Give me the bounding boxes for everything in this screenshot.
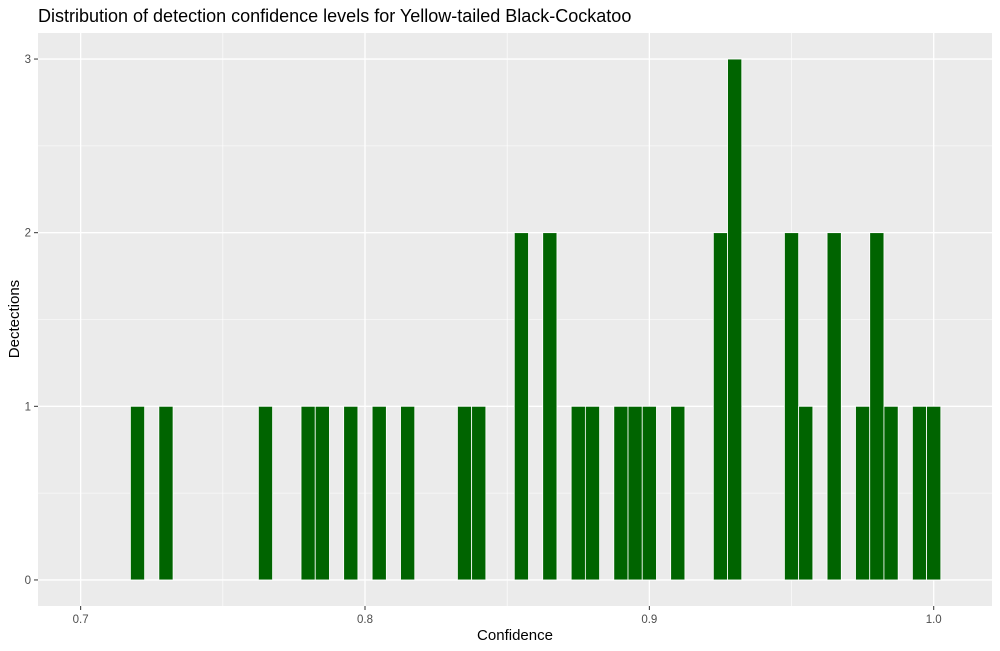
- bar: [300, 405, 316, 581]
- bar: [158, 405, 174, 581]
- bar: [314, 405, 330, 581]
- bar: [343, 405, 359, 581]
- y-tick-label: 2: [25, 228, 31, 240]
- bar: [627, 405, 643, 581]
- bar: [371, 405, 387, 581]
- bar: [869, 232, 885, 581]
- bar: [542, 232, 558, 581]
- y-axis-title: Dectections: [6, 280, 23, 358]
- bar: [727, 58, 743, 581]
- bar: [400, 405, 416, 581]
- y-tick-label: 3: [25, 54, 31, 66]
- x-tick-label: 0.7: [73, 614, 89, 626]
- x-tick-label: 0.9: [641, 614, 657, 626]
- bar: [798, 405, 814, 581]
- bars: [130, 58, 942, 581]
- y-tick-label: 0: [25, 575, 31, 587]
- bar: [584, 405, 600, 581]
- bar: [641, 405, 657, 581]
- bar: [457, 405, 473, 581]
- bar: [670, 405, 686, 581]
- bar: [130, 405, 146, 581]
- bar: [855, 405, 871, 581]
- bar: [911, 405, 927, 581]
- bar: [570, 405, 586, 581]
- bar: [471, 405, 487, 581]
- bar: [784, 232, 800, 581]
- bar: [926, 405, 942, 581]
- bar: [883, 405, 899, 581]
- bar: [826, 232, 842, 581]
- bar: [513, 232, 529, 581]
- bar: [712, 232, 728, 581]
- chart-title: Distribution of detection confidence lev…: [38, 6, 631, 26]
- bar: [257, 405, 273, 581]
- x-tick-label: 1.0: [926, 614, 942, 626]
- bar: [613, 405, 629, 581]
- y-tick-label: 1: [25, 401, 31, 413]
- x-tick-label: 0.8: [357, 614, 373, 626]
- x-axis-title: Confidence: [477, 627, 553, 644]
- axes: 0.7 0.8 0.9 1.0 0 1 2 3: [25, 54, 942, 626]
